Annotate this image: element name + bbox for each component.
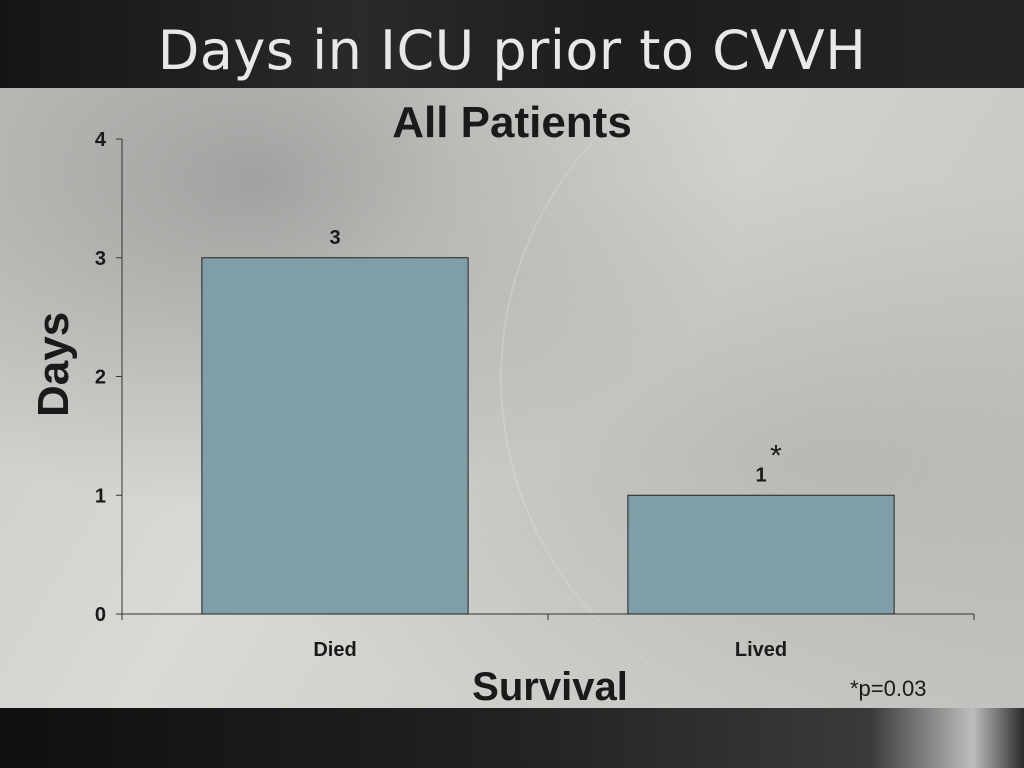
bar-died — [201, 257, 469, 615]
chart-title: All Patients — [392, 98, 632, 147]
data-label-lived: 1 — [755, 464, 766, 486]
y-tick-label: 2 — [95, 367, 106, 389]
x-axis-label: Survival — [472, 665, 628, 709]
bar-lived — [627, 494, 895, 615]
title-band — [0, 0, 1024, 88]
y-tick-label: 0 — [95, 604, 106, 626]
significance-asterisk: * — [770, 439, 782, 472]
y-tick-label: 3 — [95, 248, 106, 270]
slide-title: Days in ICU prior to CVVH — [157, 19, 867, 82]
data-label-died: 3 — [329, 227, 340, 249]
footer-band — [0, 708, 1024, 768]
category-label-lived: Lived — [735, 639, 787, 661]
y-tick-label: 4 — [95, 129, 107, 151]
category-label-died: Died — [313, 639, 356, 661]
significance-footnote: *p=0.03 — [850, 676, 927, 701]
background-sheen — [500, 88, 1024, 708]
y-tick-label: 1 — [95, 485, 106, 507]
